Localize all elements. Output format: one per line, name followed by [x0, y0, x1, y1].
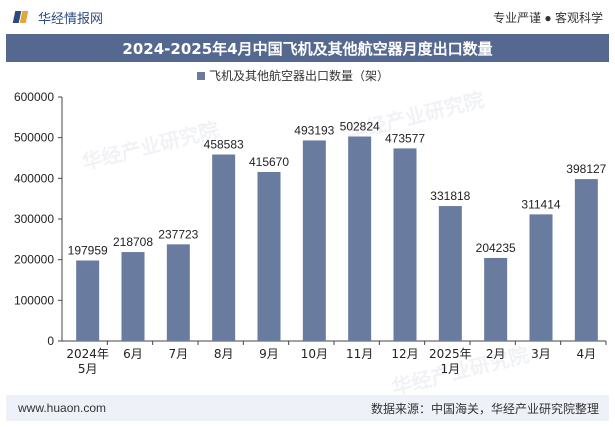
bar-value-label: 204235	[476, 241, 516, 255]
legend-label: 飞机及其他航空器出口数量（架）	[209, 68, 389, 83]
x-tick-label: 3月	[531, 347, 551, 361]
x-tick-label: 4月	[577, 347, 597, 361]
x-tick-label: 12月	[391, 347, 418, 361]
bar-value-label: 473577	[385, 131, 425, 145]
footer: www.huaon.com 数据来源：中国海关，华经产业研究院整理	[6, 395, 609, 421]
bar	[529, 214, 553, 341]
chart-title: 2024-2025年4月中国飞机及其他航空器月度出口数量	[6, 34, 609, 62]
bar-chart: 飞机及其他航空器出口数量（架） 0 100000 200000 300000 400000…	[14, 68, 607, 376]
y-tick-label: 500000	[14, 131, 54, 145]
x-tick-label: 2月	[486, 347, 506, 361]
x-tick-label: 8月	[214, 347, 234, 361]
top-bar: 华经情报网 专业严谨 ● 客观科学	[0, 0, 615, 34]
bar-value-label: 502824	[340, 120, 380, 134]
bar	[76, 260, 100, 341]
x-tick-label: 2025年 1月	[429, 347, 472, 376]
bar	[393, 148, 417, 341]
y-tick-label: 100000	[14, 293, 54, 307]
bar	[574, 179, 598, 341]
x-tick-label: 7月	[169, 347, 189, 361]
bar	[438, 206, 462, 341]
y-tick-label: 600000	[14, 90, 54, 104]
bar-value-label: 218708	[113, 235, 153, 249]
x-tick-label: 10月	[301, 347, 328, 361]
bar-value-label: 237723	[158, 227, 198, 241]
bar-value-label: 197959	[68, 243, 108, 257]
bar	[121, 252, 145, 341]
bar-value-label: 398127	[566, 162, 606, 176]
bar	[166, 244, 190, 341]
bar-value-label: 493193	[294, 123, 334, 137]
bar-value-label: 415670	[249, 155, 289, 169]
x-tick-label: 11月	[346, 347, 373, 361]
bar-value-label: 331818	[430, 189, 470, 203]
bar	[257, 171, 281, 341]
bar	[484, 257, 508, 341]
x-tick-label: 6月	[123, 347, 143, 361]
x-tick-label: 2024年 5月	[66, 347, 109, 376]
footer-website: www.huaon.com	[18, 401, 107, 415]
bar-value-label: 311414	[521, 197, 560, 211]
footer-source: 数据来源：中国海关，华经产业研究院整理	[370, 401, 599, 416]
bar-value-label: 458583	[204, 138, 244, 152]
y-tick-label: 400000	[14, 171, 54, 185]
y-tick-label: 0	[47, 334, 54, 348]
brand-name: 华经情报网	[38, 10, 104, 26]
tagline: 专业严谨 ● 客观科学	[493, 10, 603, 25]
legend-swatch	[197, 72, 205, 80]
brand: 华经情报网	[12, 8, 104, 27]
brand-logo-icon	[12, 9, 30, 25]
bar	[212, 154, 236, 341]
bar	[348, 136, 372, 341]
y-tick-label: 200000	[14, 253, 54, 267]
y-tick-label: 300000	[14, 212, 54, 226]
bar	[302, 140, 326, 341]
x-tick-label: 9月	[259, 347, 279, 361]
